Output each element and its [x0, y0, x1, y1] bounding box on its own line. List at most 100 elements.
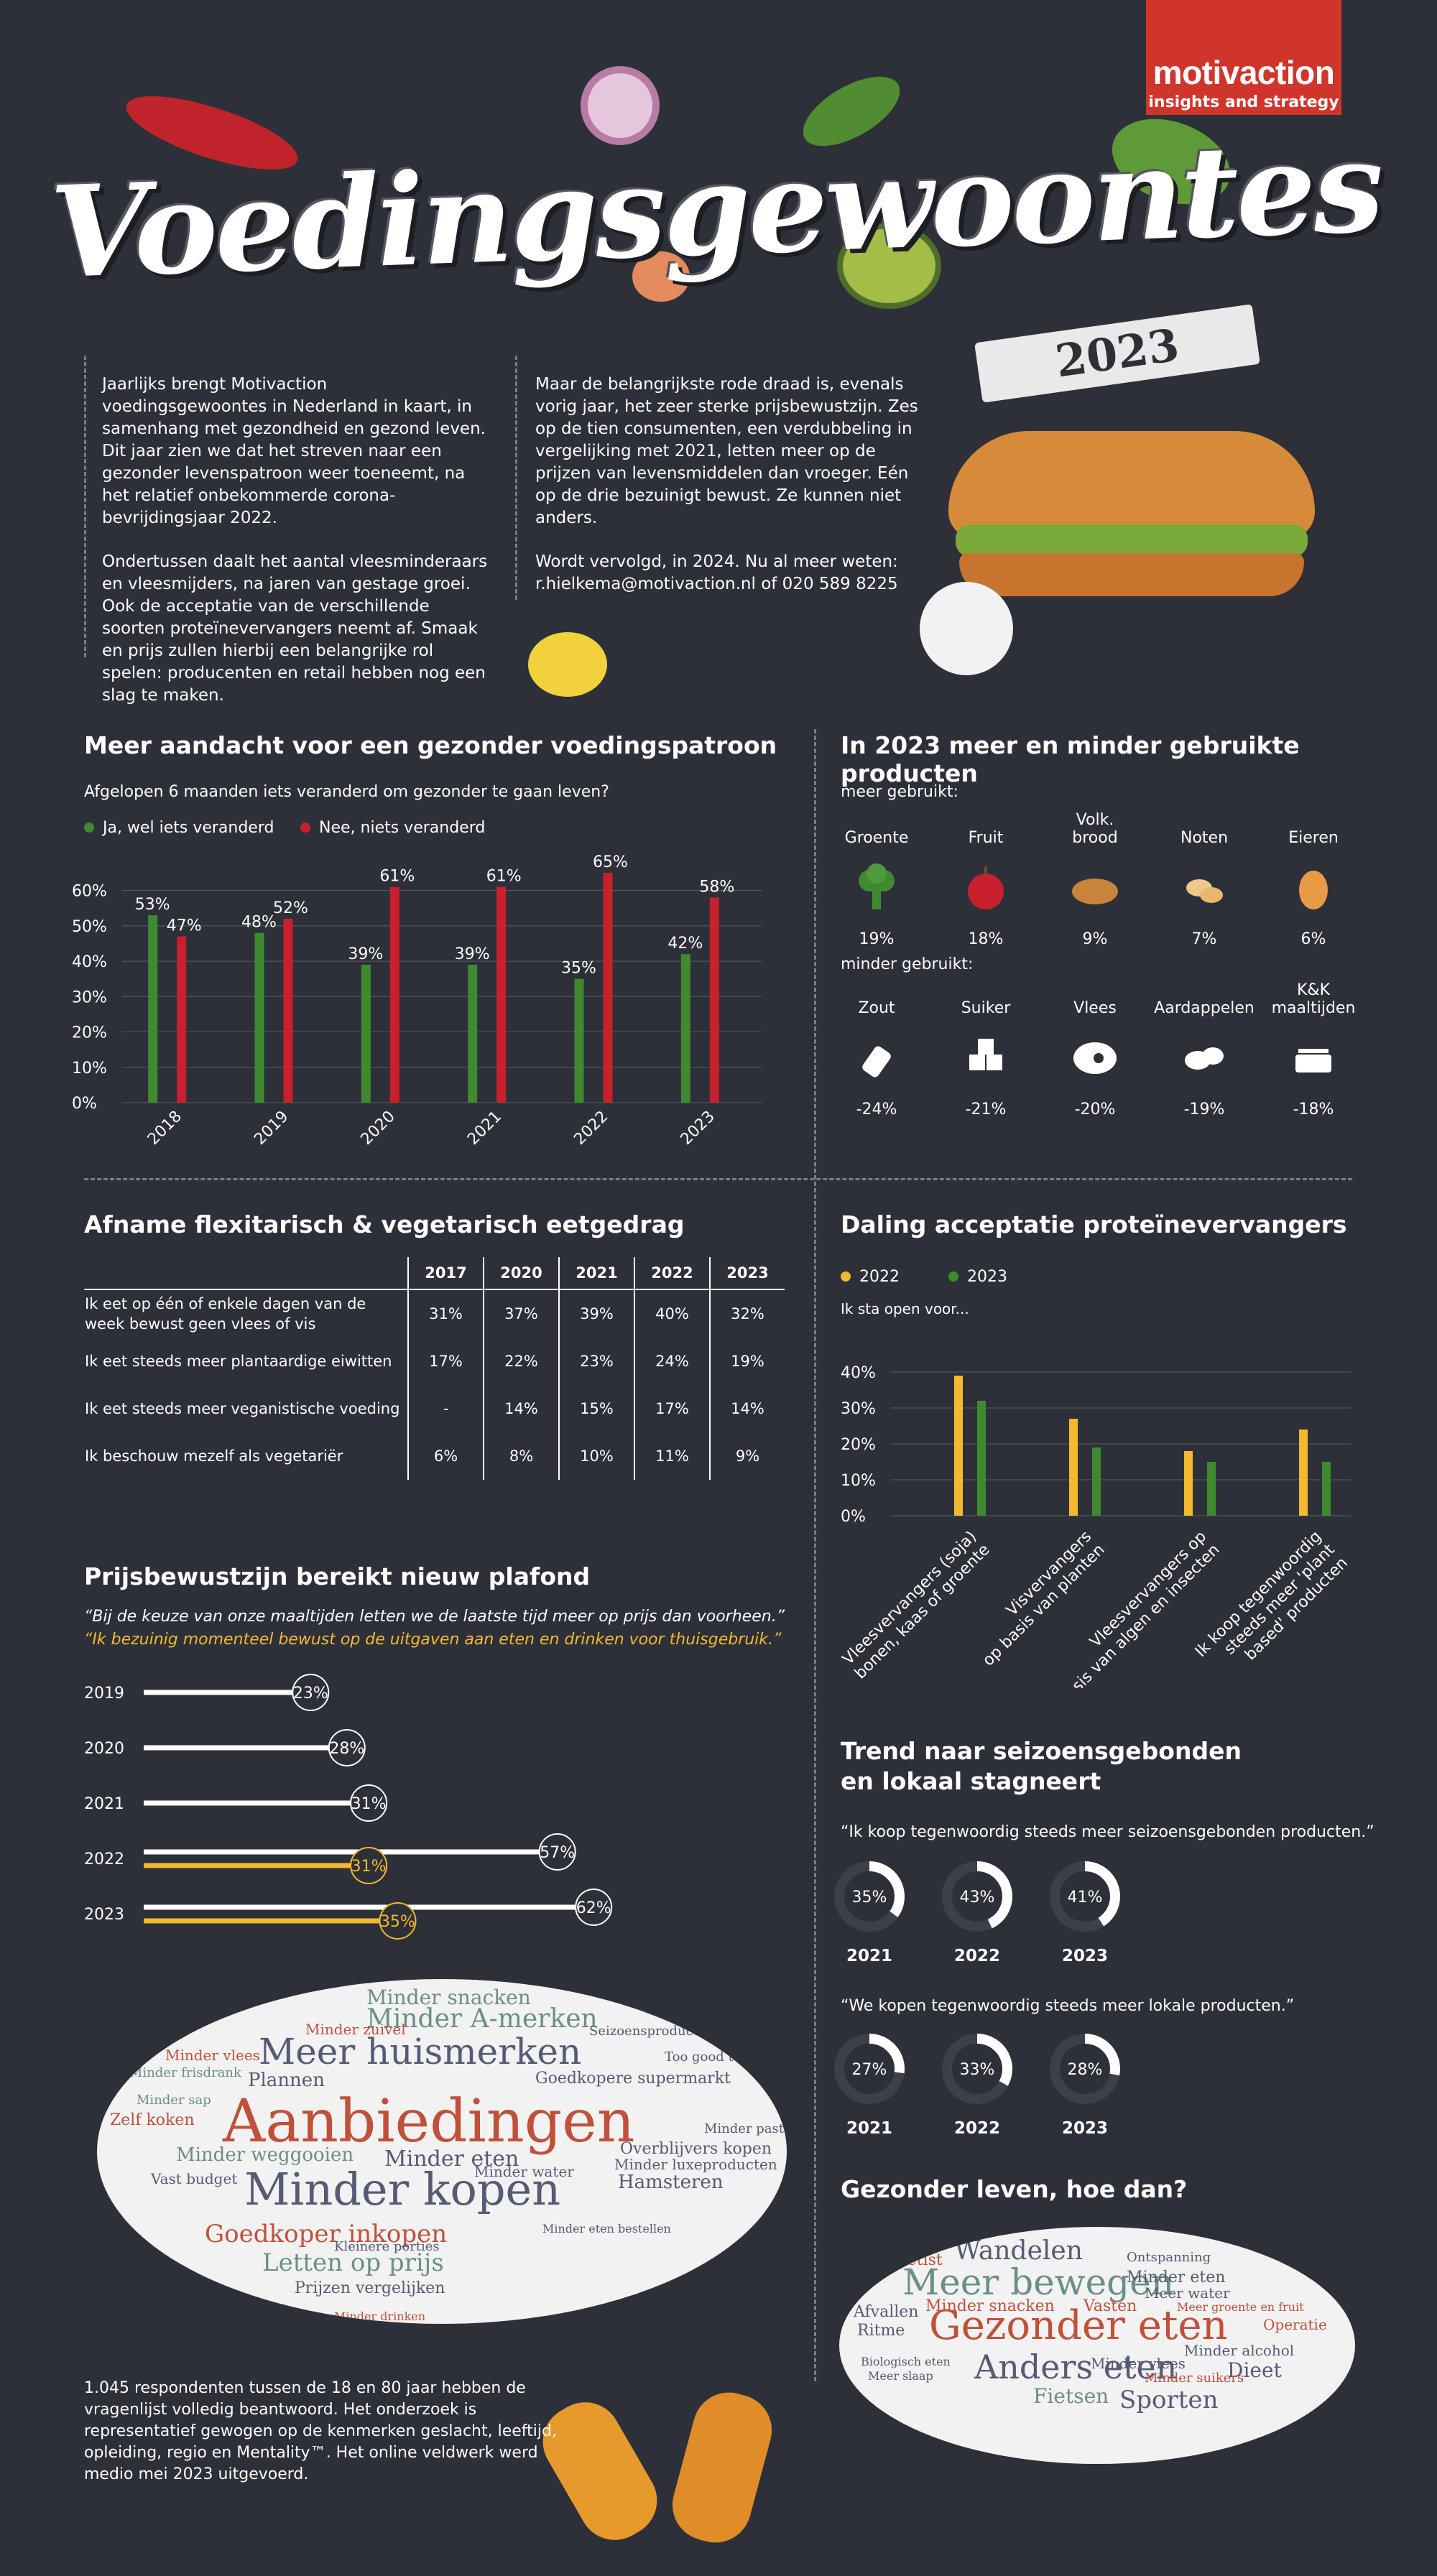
product-item: Zout -24%	[833, 986, 920, 1118]
legend-dot-green	[84, 823, 94, 833]
product-name: Fruit	[968, 829, 1004, 847]
section4-title: Daling acceptatie proteïnevervangers	[841, 1210, 1347, 1238]
savings-bar-bubble	[379, 1902, 417, 1940]
bar-2022	[1184, 1451, 1193, 1516]
table-cell: 40%	[634, 1289, 710, 1338]
x-tick-label: 2021	[464, 1108, 505, 1149]
word-cloud-term: Meer huismerken	[259, 2031, 582, 2072]
legend-yes: Ja, wel iets veranderd	[84, 819, 274, 837]
product-value: 18%	[968, 930, 1004, 948]
ring-year: 2022	[954, 1947, 1000, 1965]
y-tick-label: 60%	[72, 883, 107, 901]
bar-yes	[468, 965, 478, 1103]
product-item: K&K maaltijden -18%	[1270, 981, 1357, 1118]
product-item: Noten 7%	[1161, 815, 1247, 948]
section-divider	[84, 1178, 1352, 1180]
bar-label-yes: 39%	[455, 945, 490, 963]
product-name: K&K maaltijden	[1271, 981, 1356, 1017]
bar-label-yes: 42%	[667, 935, 703, 953]
legend-dot-green	[948, 1271, 958, 1282]
bar-no	[496, 886, 507, 1103]
product-item: Suiker -21%	[943, 986, 1029, 1118]
word-cloud-term: Hamsteren	[618, 2172, 724, 2193]
word-cloud-term: Minder A-merken	[366, 2004, 598, 2034]
ring-label: 43%	[960, 1889, 995, 1906]
sandwich-illustration	[948, 431, 1315, 539]
bar-no	[283, 919, 293, 1103]
y-tick-label: 30%	[72, 988, 107, 1006]
intro-column-right: Maar de belangrijkste rode draad is, eve…	[535, 374, 923, 617]
word-cloud-term: Minder vlees	[165, 2047, 260, 2064]
product-item: Vlees -20%	[1052, 986, 1138, 1118]
table-row-label: Ik beschouw mezelf als vegetariër	[85, 1447, 343, 1465]
product-item: Fruit 18%	[943, 815, 1029, 948]
intro-paragraph-4[interactable]: Wordt vervolgd, in 2024. Nu al meer wete…	[535, 552, 898, 593]
y-tick-label: 20%	[72, 1024, 107, 1042]
logo-line2: insights and strategy	[1148, 93, 1339, 111]
table-cell: 15%	[558, 1385, 634, 1432]
column-divider	[814, 729, 816, 2381]
product-value: -20%	[1074, 1101, 1116, 1118]
word-cloud-term: Anders eten	[974, 2348, 1178, 2386]
bar-2023	[1207, 1462, 1216, 1516]
legend-no: Nee, niets veranderd	[300, 819, 485, 837]
word-cloud-term: Vast budget	[151, 2170, 238, 2187]
product-name: Vlees	[1073, 999, 1117, 1017]
healthy-living-word-cloud: Gezonder eten Meer bewegen Anders eten Wand…	[839, 2227, 1355, 2464]
word-cloud-term: Meer water	[1145, 2284, 1230, 2302]
word-cloud-term: Gezonder eten	[929, 2302, 1228, 2349]
bar-no	[603, 873, 613, 1103]
table-column-header: 2021	[558, 1257, 634, 1290]
product-value: -21%	[965, 1101, 1007, 1118]
product-value: -24%	[856, 1101, 897, 1118]
logo-line1: motivaction	[1152, 54, 1335, 91]
legend-2022: 2022	[841, 1268, 900, 1286]
word-cloud-term: Afvallen	[854, 2303, 919, 2321]
ring-year: 2022	[954, 2119, 1000, 2138]
word-cloud-term: Fietsen	[1033, 2384, 1109, 2408]
y-tick-label: 0%	[841, 1508, 866, 1526]
bar-2023	[1322, 1462, 1331, 1516]
word-cloud-term: Minder zuivel	[305, 2021, 406, 2038]
intro-paragraph-3: Maar de belangrijkste rode draad is, eve…	[535, 375, 918, 527]
section1-question: Afgelopen 6 maanden iets veranderd om ge…	[84, 783, 609, 801]
table-cell: 39%	[558, 1289, 634, 1338]
table-cell: 6%	[407, 1432, 484, 1480]
bar-label-yes: 35%	[561, 960, 596, 978]
price-bar-label: 57%	[540, 1844, 575, 1862]
bar-label-no: 52%	[273, 899, 308, 917]
product-value: -18%	[1293, 1101, 1334, 1118]
motivaction-logo[interactable]: motivaction insights and strategy	[1146, 0, 1341, 115]
price-bar-label: 28%	[329, 1740, 364, 1758]
table-cell: -	[407, 1385, 484, 1432]
x-tick-label: 2022	[570, 1108, 611, 1149]
y-tick-label: 40%	[72, 953, 107, 971]
price-bar-bubble	[538, 1833, 576, 1871]
local-rings: 27% 2021 33% 2022 28% 2023	[834, 2034, 1120, 2138]
bar-label-no: 65%	[593, 853, 628, 871]
word-cloud-term: Minder kopen	[244, 2163, 561, 2215]
word-cloud-term: Plannen	[248, 2070, 325, 2091]
word-cloud-term: Wandelen	[954, 2236, 1083, 2266]
ring-progress	[834, 1861, 905, 1932]
broccoli-icon	[859, 863, 895, 909]
year-label: 2020	[84, 1740, 124, 1758]
word-cloud-term: Seizoensproducten	[589, 2024, 715, 2039]
ring-progress	[1050, 1861, 1120, 1932]
word-cloud-term: Dieet	[1227, 2358, 1282, 2382]
table-column-header: 2023	[709, 1257, 785, 1290]
word-cloud-term: Minder snacken	[925, 2297, 1055, 2315]
word-cloud-term: Minder alcohol	[1184, 2342, 1295, 2359]
bar-label-no: 47%	[167, 917, 202, 935]
word-cloud-term: Dietist	[890, 2251, 943, 2269]
salt-icon	[862, 1046, 891, 1078]
word-cloud-term: Minder sap	[137, 2093, 211, 2108]
x-tick-label-line: Vleesvervangers op	[1086, 1528, 1210, 1651]
word-cloud-term: Prijzen vergelijken	[295, 2279, 445, 2297]
price-bar-label: 23%	[293, 1685, 328, 1702]
table-row-label: Ik eet steeds meer veganistische voeding	[85, 1400, 400, 1417]
product-item: Volk. brood 9%	[1052, 811, 1138, 948]
product-value: -19%	[1183, 1101, 1225, 1118]
x-tick-label: 2020	[358, 1108, 399, 1149]
intro-column-left: Jaarlijks brengt Motivaction voedingsgew…	[102, 374, 490, 728]
